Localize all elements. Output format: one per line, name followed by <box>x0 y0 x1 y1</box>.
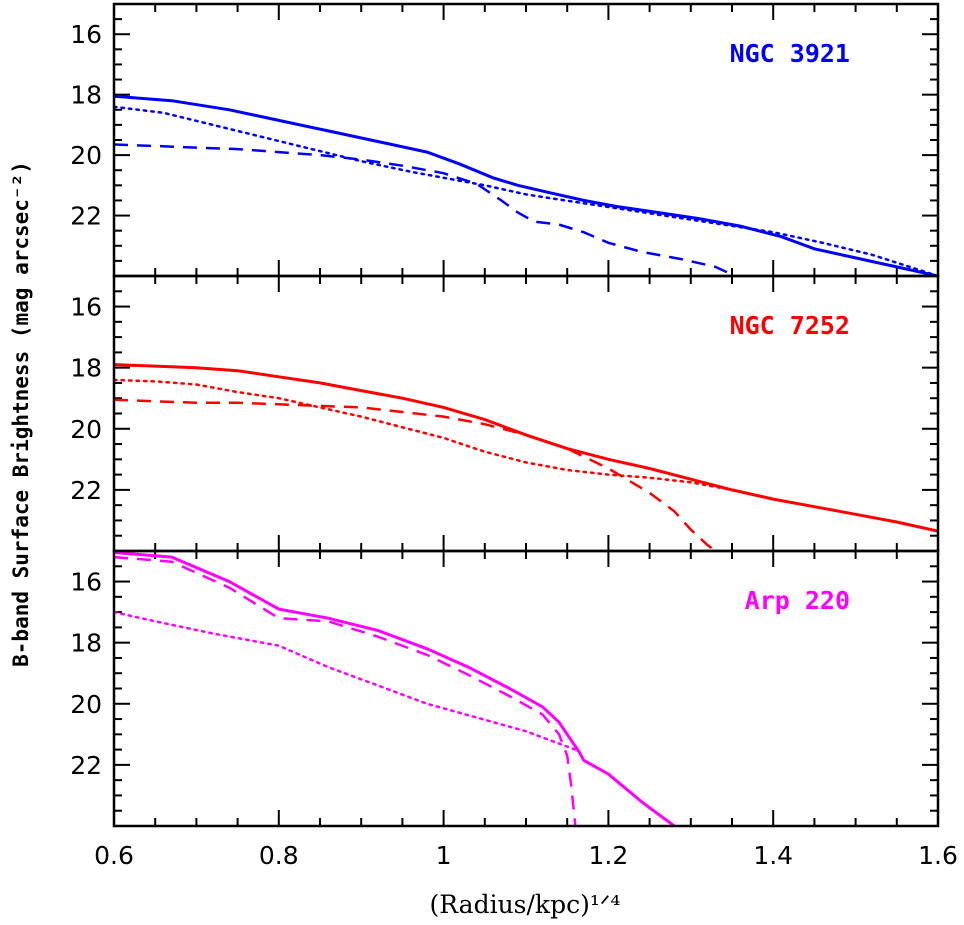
panel-label: Arp 220 <box>745 586 850 615</box>
x-tick-label: 1.2 <box>589 841 629 870</box>
x-tick-labels: 0.6 0.8 1 1.2 1.4 1.6 <box>94 841 958 870</box>
y-tick-label: 16 <box>70 293 102 322</box>
x-axis-title: (Radius/kpc)¹ᐟ⁴ <box>430 890 621 919</box>
x-tick-label: 1.6 <box>918 841 958 870</box>
y-tick-label: 22 <box>70 476 102 505</box>
panel-label: NGC 7252 <box>730 311 850 340</box>
x-tick-label: 0.8 <box>259 841 299 870</box>
panel-1: 16 18 20 22 NGC 3921 <box>70 2 940 278</box>
series-line-solid <box>114 363 938 533</box>
x-tick-label: 1.4 <box>753 841 793 870</box>
panel-2: 16 18 20 22 NGC 7252 <box>70 274 940 553</box>
panel-label: NGC 3921 <box>730 39 850 68</box>
series-line-dashed <box>114 555 577 826</box>
panels-group: 16 18 20 22 NGC 3921 16 18 20 22 NGC 7252 16 18 20 22… <box>70 2 940 828</box>
y-tick-label: 16 <box>70 20 102 49</box>
series-line-solid <box>114 551 676 826</box>
y-axis-title: B-band Surface Brightness (mag arcsec⁻²) <box>9 161 33 667</box>
x-tick-label: 1 <box>436 841 452 870</box>
x-tick-label: 0.6 <box>94 841 134 870</box>
series-line-dashed <box>114 143 733 276</box>
y-tick-label: 18 <box>70 354 102 383</box>
series-line-dotted <box>114 105 938 276</box>
y-tick-label: 20 <box>70 141 102 170</box>
y-tick-label: 18 <box>70 81 102 110</box>
series-line-dotted <box>114 378 734 492</box>
panel-frame <box>112 549 940 828</box>
y-tick-label: 22 <box>70 202 102 231</box>
y-tick-label: 20 <box>70 690 102 719</box>
y-tick-label: 20 <box>70 415 102 444</box>
series-line-solid <box>114 94 938 276</box>
y-tick-label: 16 <box>70 568 102 597</box>
panel-3: 16 18 20 22 Arp 220 <box>70 549 940 828</box>
series-line-dashed <box>114 398 717 551</box>
y-tick-label: 22 <box>70 751 102 780</box>
y-tick-label: 18 <box>70 629 102 658</box>
series-line-dotted <box>114 610 577 751</box>
